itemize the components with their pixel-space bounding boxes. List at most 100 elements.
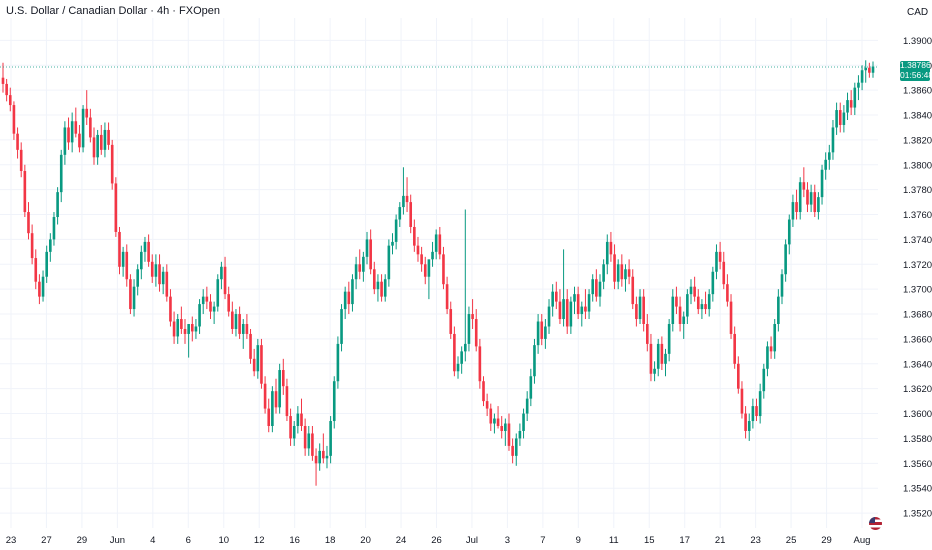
- candle-body: [34, 258, 38, 282]
- candle: [558, 289, 562, 324]
- candle-body: [798, 182, 802, 213]
- candle: [580, 301, 584, 327]
- candle-body: [467, 314, 471, 344]
- candle: [78, 124, 81, 153]
- candle: [140, 245, 143, 280]
- candle: [296, 406, 300, 434]
- y-tick-label: 1.37600: [903, 210, 932, 221]
- candle: [686, 289, 689, 324]
- candle-body: [806, 189, 809, 205]
- candle: [391, 233, 394, 255]
- candle-body: [56, 192, 59, 218]
- candle-body: [802, 182, 806, 190]
- candle-body: [828, 152, 831, 160]
- candle: [74, 107, 78, 138]
- candle-body: [1, 77, 5, 84]
- x-tick-label: 10: [218, 535, 229, 546]
- candle: [307, 426, 311, 456]
- candle: [755, 398, 758, 422]
- candle-body: [489, 408, 493, 424]
- candle: [325, 445, 329, 469]
- candle: [227, 286, 231, 317]
- candle: [635, 296, 638, 327]
- candle: [598, 274, 602, 307]
- y-tick-label: 1.35200: [903, 509, 932, 520]
- candle-body: [402, 195, 405, 208]
- candle-body: [635, 304, 638, 320]
- candle: [569, 296, 573, 334]
- candle: [460, 346, 463, 374]
- candle: [463, 209, 467, 362]
- candle-body: [485, 401, 489, 409]
- candle-body: [569, 301, 573, 327]
- candle: [383, 274, 387, 302]
- y-tick-label: 1.37200: [903, 260, 932, 271]
- x-tick-label: Jun: [110, 535, 125, 546]
- candle: [12, 101, 16, 140]
- candle: [238, 306, 241, 339]
- x-tick-label: 6: [186, 535, 191, 546]
- y-tick-label: 1.36600: [903, 334, 932, 345]
- candle-body: [300, 413, 303, 426]
- candle: [664, 348, 667, 377]
- candle-body: [471, 314, 474, 320]
- candle-body: [241, 324, 245, 334]
- candle-body: [150, 261, 154, 277]
- candle: [183, 319, 187, 344]
- candles: [1, 60, 875, 486]
- candle: [696, 289, 700, 315]
- candle-body: [125, 251, 129, 280]
- candle: [5, 78, 8, 102]
- candle: [700, 299, 704, 320]
- candle: [478, 338, 482, 389]
- us-flag-icon[interactable]: [869, 517, 882, 530]
- candle: [19, 142, 23, 178]
- candle: [609, 231, 613, 262]
- candle: [405, 177, 409, 213]
- candle-body: [314, 455, 318, 464]
- candle-body: [700, 304, 704, 310]
- candle-body: [842, 112, 846, 125]
- candle-body: [343, 291, 347, 310]
- candle: [536, 314, 540, 354]
- candle: [187, 324, 190, 358]
- candle-body: [576, 294, 580, 315]
- candle-body: [747, 421, 751, 431]
- candle-body: [132, 286, 136, 310]
- candle-body: [609, 241, 613, 255]
- candle: [220, 261, 223, 290]
- y-tick-label: 1.36200: [903, 384, 932, 395]
- candle-body: [416, 245, 420, 255]
- candle-body: [107, 129, 110, 145]
- candle: [747, 413, 751, 441]
- candle: [744, 406, 747, 439]
- candle: [289, 408, 292, 446]
- candle-body: [493, 418, 496, 424]
- chart-title: U.S. Dollar / Canadian Dollar · 4h · FXO…: [6, 5, 220, 17]
- candle: [263, 376, 267, 414]
- candle: [118, 226, 121, 275]
- candle: [562, 249, 565, 327]
- candle-body: [696, 296, 700, 310]
- candle: [351, 274, 354, 312]
- candle: [442, 246, 445, 290]
- candle-body: [201, 296, 205, 305]
- candle: [489, 403, 493, 431]
- candle: [114, 177, 118, 237]
- candle: [616, 259, 620, 290]
- candle: [445, 276, 449, 315]
- candle: [252, 348, 256, 377]
- candle-body: [223, 266, 227, 295]
- candle: [809, 184, 813, 213]
- candle: [554, 281, 558, 310]
- candle-body: [383, 279, 387, 297]
- candle: [431, 241, 434, 267]
- candle-body: [220, 266, 223, 280]
- candle: [420, 246, 423, 272]
- candle-body: [391, 241, 394, 246]
- candle: [129, 274, 132, 315]
- candle-body: [245, 324, 249, 334]
- candle: [136, 264, 139, 296]
- candle-body: [340, 309, 343, 344]
